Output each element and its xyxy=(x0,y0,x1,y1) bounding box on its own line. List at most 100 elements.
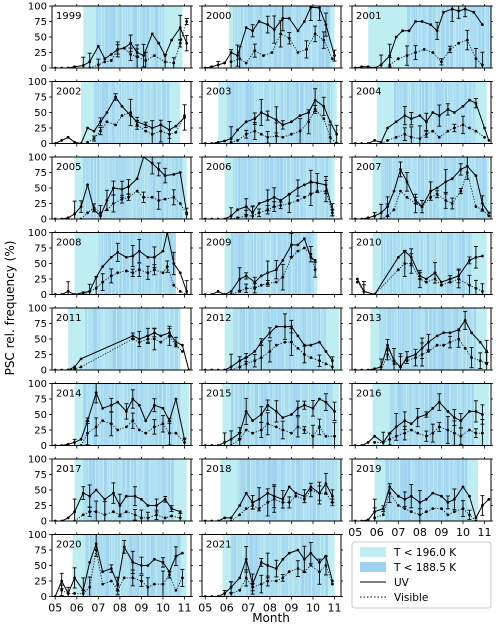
uv-series-point xyxy=(452,111,456,114)
visible-series-point xyxy=(81,513,85,517)
uv-series-point xyxy=(92,129,96,133)
uv-series-point xyxy=(318,6,321,10)
band-t188-stripe xyxy=(396,232,401,295)
visible-series-point xyxy=(144,59,148,62)
visible-series-point xyxy=(135,189,139,193)
uv-series-point xyxy=(309,485,313,489)
legend-swatch xyxy=(360,562,386,572)
band-t188-stripe xyxy=(133,232,138,295)
band-t188-stripe xyxy=(401,308,405,370)
panel-2009: 2009 xyxy=(199,230,343,298)
band-t188-stripe xyxy=(231,81,236,144)
band-t188-stripe xyxy=(454,459,457,521)
uv-series-point xyxy=(244,26,248,30)
band-t188-stripe xyxy=(112,534,115,597)
uv-series-point xyxy=(324,350,328,353)
uv-series-point xyxy=(452,416,456,419)
uv-series-point xyxy=(309,255,313,259)
band-t188-stripe xyxy=(292,232,295,295)
visible-series-point xyxy=(152,54,156,57)
band-t188-stripe xyxy=(390,232,393,295)
band-t188-stripe xyxy=(234,308,239,370)
y-tick-label: 100 xyxy=(28,228,47,239)
band-t188-stripe xyxy=(124,534,127,597)
uv-series-point xyxy=(362,290,366,293)
y-tick-label: 25 xyxy=(34,275,47,286)
y-tick-label: 100 xyxy=(28,530,47,541)
y-tick-label: 0 xyxy=(41,517,47,528)
band-t188-stripe xyxy=(105,534,110,597)
panel-2019: 2019 xyxy=(349,457,493,524)
uv-series-point xyxy=(122,545,126,549)
band-t188-stripe xyxy=(269,157,274,219)
band-t188-stripe xyxy=(123,308,126,370)
band-t188-stripe xyxy=(245,534,249,597)
uv-series-point xyxy=(379,211,383,215)
y-tick-label: 0 xyxy=(41,592,47,603)
visible-series-point xyxy=(399,189,402,193)
visible-series-point xyxy=(302,195,306,199)
band-t188-stripe xyxy=(231,383,234,446)
y-tick-label: 50 xyxy=(34,108,47,119)
uv-series-point xyxy=(88,290,92,293)
band-t188-stripe xyxy=(246,459,251,521)
uv-series-point xyxy=(298,114,302,117)
band-t188-stripe xyxy=(307,157,310,219)
uv-series-point xyxy=(135,177,139,181)
legend-item: UV xyxy=(360,577,410,589)
uv-series-point xyxy=(238,504,242,507)
uv-series-point xyxy=(418,114,422,117)
uv-series-point xyxy=(405,180,409,184)
y-axis-label: PSC rel. frequency (%) xyxy=(3,241,17,376)
uv-series-point xyxy=(150,161,154,165)
uv-series-point xyxy=(313,259,317,262)
band-t188-stripe xyxy=(441,308,445,370)
uv-series-point xyxy=(281,416,285,419)
band-t188-stripe xyxy=(295,308,298,370)
uv-series-point xyxy=(120,104,124,108)
uv-series-point xyxy=(366,441,370,444)
band-t188-stripe xyxy=(297,308,300,370)
uv-series-point xyxy=(386,343,389,347)
uv-series-point xyxy=(161,249,165,253)
band-t188-stripe xyxy=(105,6,109,68)
band-t188-stripe xyxy=(416,308,420,370)
band-t188-stripe xyxy=(270,81,274,144)
uv-series xyxy=(53,482,182,521)
band-t188-stripe xyxy=(473,6,476,68)
band-t188-stripe xyxy=(464,383,467,446)
uv-series-point xyxy=(431,491,435,495)
band-t188-stripe xyxy=(453,383,458,446)
uv-series-point xyxy=(150,126,154,130)
uv-series-point xyxy=(487,211,491,215)
band-t188-stripe xyxy=(314,157,318,219)
band-t188-stripe xyxy=(457,157,462,219)
uv-series-point xyxy=(427,340,430,344)
band-t188-stripe xyxy=(156,534,161,597)
band-t188-stripe xyxy=(301,157,304,219)
uv-series xyxy=(53,14,189,68)
visible-series-point xyxy=(409,428,413,432)
band-t188-stripe xyxy=(237,232,241,295)
band-t188-stripe xyxy=(247,157,251,219)
uv-series-point xyxy=(468,494,471,498)
uv-series-point xyxy=(446,501,450,504)
band-t188-stripe xyxy=(85,459,89,521)
band-t188-stripe xyxy=(140,383,144,446)
band-t188-stripe xyxy=(386,232,390,295)
band-t188-stripe xyxy=(161,308,165,370)
band-t188-stripe xyxy=(157,157,161,219)
visible-series-point xyxy=(109,422,113,426)
band-t188-stripe xyxy=(261,157,264,219)
band-t188-stripe xyxy=(127,383,131,446)
uv-series-point xyxy=(216,63,220,67)
band-t188-stripe xyxy=(158,459,160,521)
band-t188-stripe xyxy=(100,81,102,144)
band-t188-stripe xyxy=(273,81,276,144)
band-t188-stripe xyxy=(439,232,442,295)
band-t188-stripe xyxy=(475,6,477,68)
band-t188-stripe xyxy=(148,383,153,446)
band-t188-stripe xyxy=(421,157,425,219)
band-t188-stripe xyxy=(316,81,319,144)
uv-series xyxy=(53,534,184,597)
